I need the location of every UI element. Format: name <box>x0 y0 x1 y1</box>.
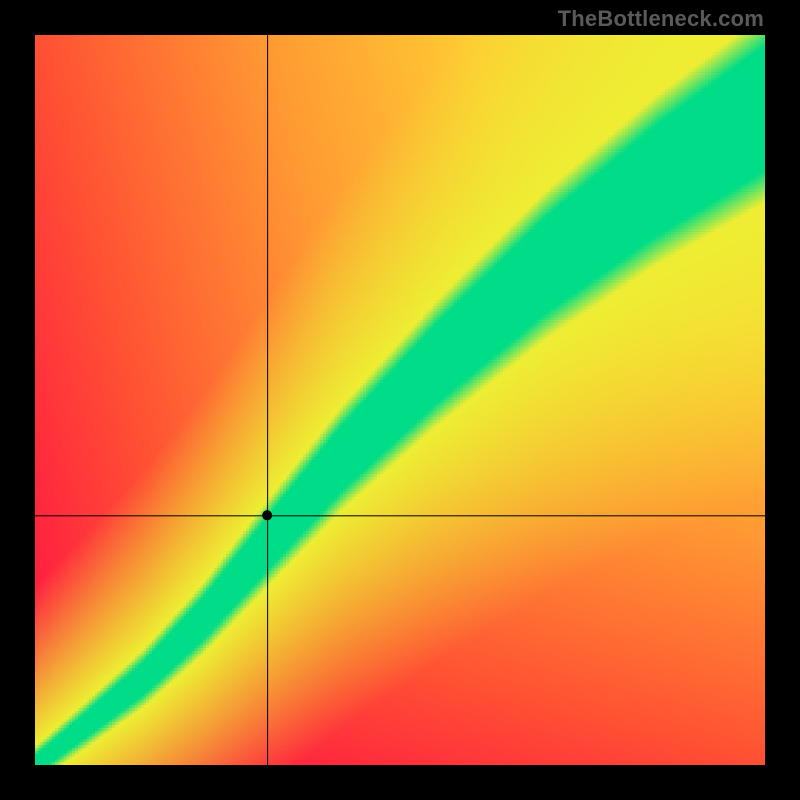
watermark-text: TheBottleneck.com <box>558 6 764 32</box>
crosshair-overlay <box>35 35 765 765</box>
bottleneck-heatmap <box>35 35 765 765</box>
